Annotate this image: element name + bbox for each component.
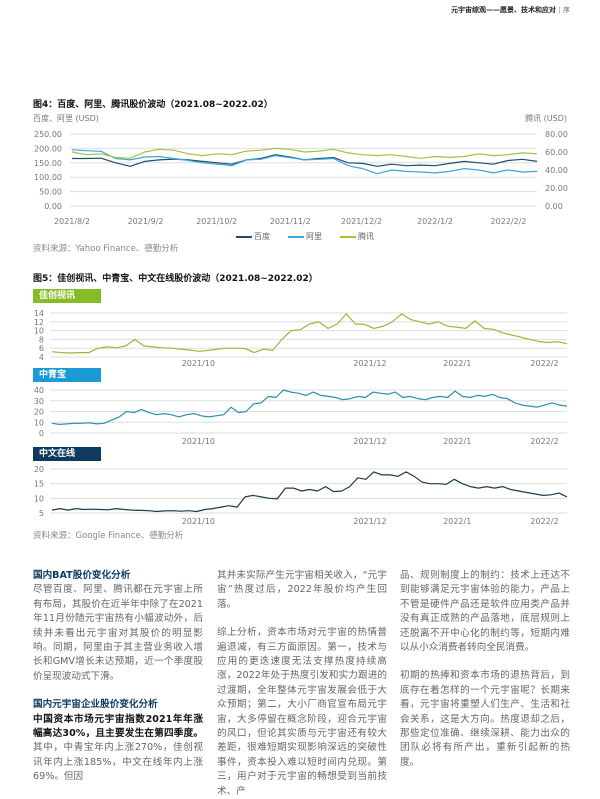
y-tick-label: 20	[34, 465, 44, 474]
x-tick-label: 2022/2	[530, 517, 558, 526]
series-line-1	[51, 313, 568, 354]
x-tick-label: 2021/12	[353, 437, 386, 446]
x-tick-label: 2021/11/2	[270, 217, 311, 226]
x-tick-label: 2022/1	[443, 517, 471, 526]
y-tick-label: 14	[34, 309, 44, 318]
text-column-3: 品、规则制度上的制约：技术上还达不到能够满足元宇宙体验的能力，产品上不管是硬件产…	[400, 569, 570, 770]
y-tick-label: 100.00	[34, 173, 62, 182]
x-tick-label: 2022/2	[530, 437, 558, 446]
paragraph: 中国资本市场元宇宙指数2021年年涨幅高达30%，且主要发生在第四季度。其中，中…	[33, 713, 203, 785]
legend-item-tencent: 腾讯	[340, 231, 374, 242]
text-column-2: 其并未实际产生元宇宙相关收入，“元宇宙”热度过后，2022年股价均产生回落。 综…	[217, 569, 387, 799]
series-line-1	[51, 471, 568, 513]
running-header-section: 序	[563, 6, 570, 14]
x-tick-label: 2021/8/2	[54, 217, 90, 226]
fig5-source: 资料来源：Google Finance、德勤分析	[33, 531, 184, 541]
x-tick-label: 2021/10	[182, 359, 215, 368]
running-header: 元宇宙综观——愿景、技术和应对 | 序	[451, 5, 570, 15]
y-tick-label: 20	[34, 408, 44, 417]
paragraph: 尽管百度、阿里、腾讯都在元宇宙上所有布局，其股价在近半年中除了在2021年11月…	[33, 584, 203, 682]
x-tick-label: 2021/12	[353, 517, 386, 526]
legend-label: 阿里	[306, 232, 322, 241]
legend-swatch-ali	[288, 235, 304, 238]
y-tick-label: 40	[34, 386, 44, 395]
running-header-title: 元宇宙综观——愿景、技术和应对	[450, 6, 556, 14]
panel-tag-zhongqingbao: 中青宝	[33, 368, 101, 382]
y-tick-label: 20.00	[545, 184, 568, 193]
y-tick-label: 40.00	[545, 166, 568, 175]
running-header-separator: |	[558, 6, 563, 14]
y-tick-label: 80.00	[545, 130, 568, 139]
paragraph: 品、规则制度上的制约：技术上还达不到能够满足元宇宙体验的能力，产品上不管是硬件产…	[400, 570, 570, 654]
lead-sentence: 中国资本市场元宇宙指数2021年年涨幅高达30%，且主要发生在第四季度。	[33, 713, 203, 740]
x-tick-label: 2022/2	[530, 359, 558, 368]
x-tick-label: 2021/10	[182, 437, 215, 446]
panel-tag-jiachuang: 佳创视讯	[33, 289, 101, 303]
fig5-title: 图5：佳创视讯、中青宝、中文在线股价波动（2021.08~2022.02）	[33, 274, 318, 284]
x-tick-label: 2021/10	[182, 517, 215, 526]
legend-swatch-baidu	[236, 235, 252, 238]
x-tick-label: 2022/2/2	[491, 217, 527, 226]
x-tick-label: 2022/1	[443, 437, 471, 446]
panel-tag-zhongwen: 中文在线	[33, 447, 101, 461]
legend-label: 百度	[254, 232, 270, 241]
y-tick-label: 250.00	[34, 130, 62, 139]
y-tick-label: 0	[39, 429, 44, 438]
fig4-right-axis-unit: 腾讯 (USD)	[525, 114, 567, 123]
y-tick-label: 5	[39, 509, 44, 518]
legend-item-ali: 阿里	[288, 231, 322, 242]
y-tick-label: 50.00	[39, 188, 62, 197]
legend-label: 腾讯	[358, 232, 374, 241]
y-tick-label: 8	[39, 335, 44, 344]
fig4-title: 图4：百度、阿里、腾讯股价波动（2021.08~2022.02）	[33, 100, 273, 110]
fig4-legend: 百度 阿里 腾讯	[236, 231, 374, 242]
section-heading-metaverse-companies: 国内元宇宙企业股价变化分析	[33, 699, 158, 711]
x-tick-label: 2021/10/2	[196, 217, 237, 226]
text-column-1: 国内BAT股价变化分析 尽管百度、阿里、腾讯都在元宇宙上所有布局，其股价在近半年…	[33, 569, 203, 785]
legend-item-baidu: 百度	[236, 231, 270, 242]
y-tick-label: 12	[34, 318, 44, 327]
y-tick-label: 0.00	[545, 202, 563, 211]
y-tick-label: 10	[34, 418, 44, 427]
paragraph: 综上分析，资本市场对元宇宙的热情普遍退减，有三方面原因。第一，技术与应用的更迭速…	[217, 627, 387, 797]
x-tick-label: 2021/9/2	[128, 217, 164, 226]
x-tick-label: 2022/1	[443, 359, 471, 368]
section-heading-bat: 国内BAT股价变化分析	[33, 570, 131, 581]
fig4-chart: 0.00 50.00 100.00 150.00 200.00 250.00 0.00 20.…	[34, 130, 568, 226]
paragraph-text: 其中，中青宝年内上涨270%，佳创视讯年内上涨185%，中文在线年内上涨69%。…	[33, 742, 203, 783]
paragraph: 初期的热捧和资本市场的退热背后，到底存在着怎样的一个元宇宙呢？长期来看，元宇宙将…	[400, 670, 570, 768]
y-tick-label: 30	[34, 397, 44, 406]
y-tick-label: 0.00	[44, 202, 62, 211]
fig4-source: 资料来源：Yahoo Finance、德勤分析	[33, 244, 179, 254]
paragraph: 其并未实际产生元宇宙相关收入，“元宇宙”热度过后，2022年股价均产生回落。	[217, 570, 387, 610]
fig4-left-axis-unit: 百度、阿里 (USD)	[33, 114, 99, 123]
y-tick-label: 10	[34, 494, 44, 503]
x-tick-label: 2021/12	[353, 359, 386, 368]
y-tick-label: 60.00	[545, 148, 568, 157]
y-tick-label: 150.00	[34, 159, 62, 168]
y-tick-label: 6	[39, 344, 44, 353]
x-tick-label: 2021/12/2	[341, 217, 382, 226]
y-tick-label: 10	[34, 327, 44, 336]
series-line-3	[71, 147, 538, 159]
series-line-2	[71, 149, 538, 175]
y-tick-label: 15	[34, 480, 44, 489]
x-tick-label: 2022/1/2	[417, 217, 453, 226]
legend-swatch-tencent	[340, 235, 356, 238]
y-tick-label: 4	[39, 353, 44, 362]
y-tick-label: 200.00	[34, 144, 62, 153]
series-line-1	[51, 389, 568, 425]
